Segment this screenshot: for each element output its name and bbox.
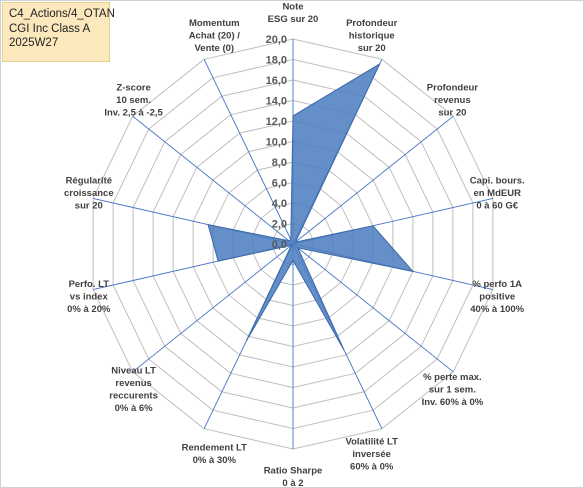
axis-label: Ratio Sharpe 0 à 2	[264, 466, 323, 488]
title-line-3: 2025W27	[9, 37, 59, 49]
axis-label: Profondeur revenus sur 20	[427, 83, 478, 119]
axis-label: % perfo 1A positive 40% à 100%	[470, 279, 524, 315]
title-line-2: CGI Inc Class A	[9, 22, 91, 35]
axis-label: Profondeur historique sur 20	[346, 18, 397, 54]
tick-label: 20,0	[266, 34, 287, 46]
axis-label: Volatilité LT inversée 60% à 0%	[345, 436, 398, 472]
axis-label: Momentum Achat (20) / Vente (0)	[189, 18, 241, 54]
tick-label: 4,0	[272, 198, 287, 210]
axis-spoke	[292, 115, 454, 245]
tick-label: 8,0	[272, 157, 287, 169]
axis-label: Rendement LT 0% à 30%	[182, 443, 247, 467]
radar-series	[207, 62, 415, 351]
tick-label: 12,0	[266, 116, 287, 128]
axis-label: Capi. bours. en MdEUR 0 à 60 G€	[470, 176, 525, 212]
title-line-1: C4_Actions/4_OTAN	[9, 8, 115, 20]
radar-axis-labels: Note ESG sur 20 Profondeur historique sur 20…	[64, 2, 525, 488]
axis-spoke	[292, 243, 454, 373]
radar-tick-labels: 0,0 2,0 4,0 6,0 8,0 10,0 12,0 14,0 16,0 18,0 20,0	[266, 34, 287, 251]
tick-label: 6,0	[272, 178, 287, 190]
tick-label: 2,0	[272, 219, 287, 231]
axis-label: Perfo. LT vs index 0% à 20%	[67, 279, 111, 315]
tick-label: 18,0	[266, 55, 287, 67]
axis-spoke	[203, 59, 294, 245]
axis-label: % perte max. sur 1 sem. Inv. 60% à 0%	[422, 372, 484, 408]
tick-label: 10,0	[266, 137, 287, 149]
axis-label: Régularité croissance sur 20	[64, 176, 114, 212]
axis-label: Note ESG sur 20	[268, 2, 319, 26]
axis-spoke	[132, 243, 294, 373]
tick-label: 0,0	[272, 239, 287, 251]
chart-title-box: C4_Actions/4_OTAN CGI Inc Class A 2025W2…	[2, 2, 115, 62]
axis-spoke	[132, 115, 294, 245]
tick-label: 14,0	[266, 96, 287, 108]
axis-label: Niveau LT revenus reccurents 0% à 6%	[109, 366, 158, 415]
tick-label: 16,0	[266, 75, 287, 87]
series-area	[207, 62, 415, 351]
axis-label: Z-score 10 sem. Inv. 2,5 à -2,5	[104, 83, 163, 119]
